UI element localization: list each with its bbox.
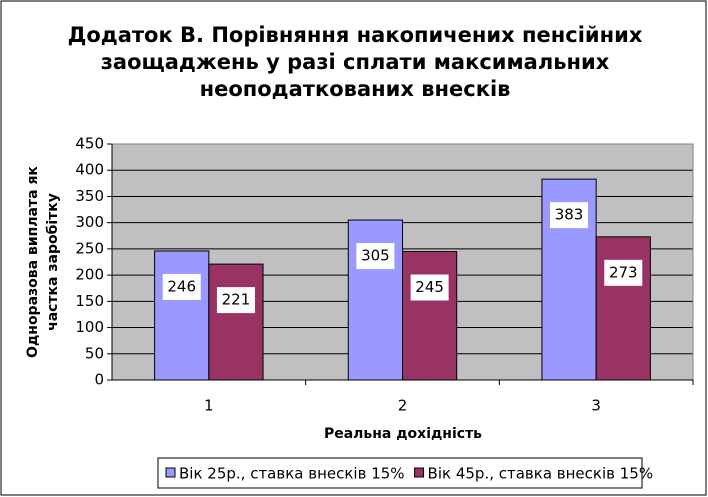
- bar: [402, 251, 458, 381]
- y-tick-label: 50: [85, 344, 104, 362]
- chart-title: Додаток В. Порівняння накопичених пенсій…: [68, 23, 643, 47]
- y-tick-label: 100: [75, 318, 104, 336]
- chart-title: заощаджень у разі сплати максимальних: [101, 50, 610, 74]
- y-axis-title: частка заробітку: [45, 193, 61, 331]
- legend-swatch: [414, 467, 425, 478]
- y-tick-label: 150: [75, 292, 104, 310]
- value-label: 273: [609, 263, 638, 281]
- bar: [208, 263, 264, 381]
- value-label: 383: [555, 206, 584, 224]
- bar: [154, 250, 210, 381]
- value-label-box: [162, 273, 201, 300]
- y-tick-label: 450: [75, 135, 104, 153]
- value-label: 246: [167, 277, 196, 295]
- value-label: 245: [415, 278, 444, 296]
- legend-swatch: [165, 467, 176, 478]
- x-axis-title: Реальна дохідність: [324, 426, 482, 442]
- value-label-box: [604, 259, 643, 286]
- value-label-box: [410, 274, 449, 301]
- y-tick-label: 200: [75, 266, 104, 284]
- legend-label: Вік 45р., ставка внесків 15%: [428, 465, 654, 483]
- value-label-box: [356, 243, 395, 270]
- value-label: 221: [222, 291, 251, 309]
- y-tick-label: 400: [75, 161, 104, 179]
- x-tick-label: 3: [591, 397, 601, 415]
- bar: [595, 236, 651, 381]
- y-tick-label: 250: [75, 239, 104, 257]
- y-tick-label: 350: [75, 187, 104, 205]
- value-label-box: [216, 287, 255, 314]
- value-label: 305: [361, 247, 390, 265]
- y-axis-title: Одноразова виплата як: [25, 166, 41, 358]
- x-tick-label: 2: [398, 397, 408, 415]
- y-tick-label: 300: [75, 213, 104, 231]
- x-tick-label: 1: [204, 397, 214, 415]
- chart-title: неоподаткованих внесків: [200, 77, 511, 101]
- value-label-box: [550, 202, 589, 229]
- legend-box: [157, 457, 643, 489]
- legend-label: Вік 25р., ставка внесків 15%: [179, 465, 405, 483]
- y-tick-label: 0: [94, 371, 104, 389]
